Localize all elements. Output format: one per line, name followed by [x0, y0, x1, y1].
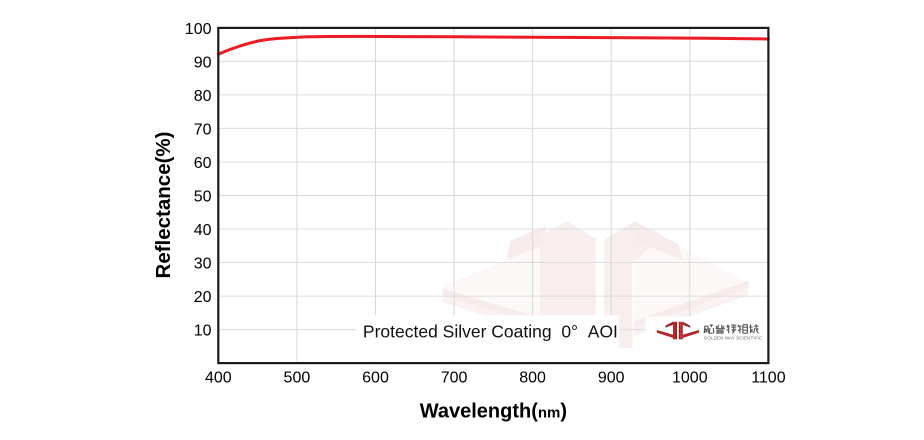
svg-text:400: 400: [205, 369, 232, 386]
svg-text:600: 600: [362, 369, 389, 386]
svg-text:Protected Silver Coating 0°: Protected Silver Coating 0° AOI: [363, 322, 618, 342]
svg-text:40: 40: [194, 222, 212, 239]
svg-text:50: 50: [194, 188, 212, 205]
svg-text:500: 500: [284, 369, 311, 386]
svg-text:100: 100: [185, 21, 212, 38]
svg-text:30: 30: [194, 255, 212, 272]
svg-text:1100: 1100: [751, 369, 786, 386]
svg-text:Wavelength(nm): Wavelength(nm): [420, 400, 567, 422]
svg-text:Reflectance(%): Reflectance(%): [152, 132, 175, 279]
svg-text:900: 900: [598, 369, 625, 386]
svg-text:20: 20: [194, 289, 212, 306]
svg-text:700: 700: [441, 369, 468, 386]
svg-text:90: 90: [194, 54, 212, 71]
svg-text:70: 70: [194, 121, 212, 138]
svg-text:80: 80: [194, 88, 212, 105]
svg-text:800: 800: [519, 369, 546, 386]
svg-text:60: 60: [194, 155, 212, 172]
svg-text:1000: 1000: [672, 369, 708, 386]
svg-text:GOLDEN WAY SCIENTIFIC: GOLDEN WAY SCIENTIFIC: [704, 335, 763, 340]
svg-text:10: 10: [194, 323, 212, 340]
